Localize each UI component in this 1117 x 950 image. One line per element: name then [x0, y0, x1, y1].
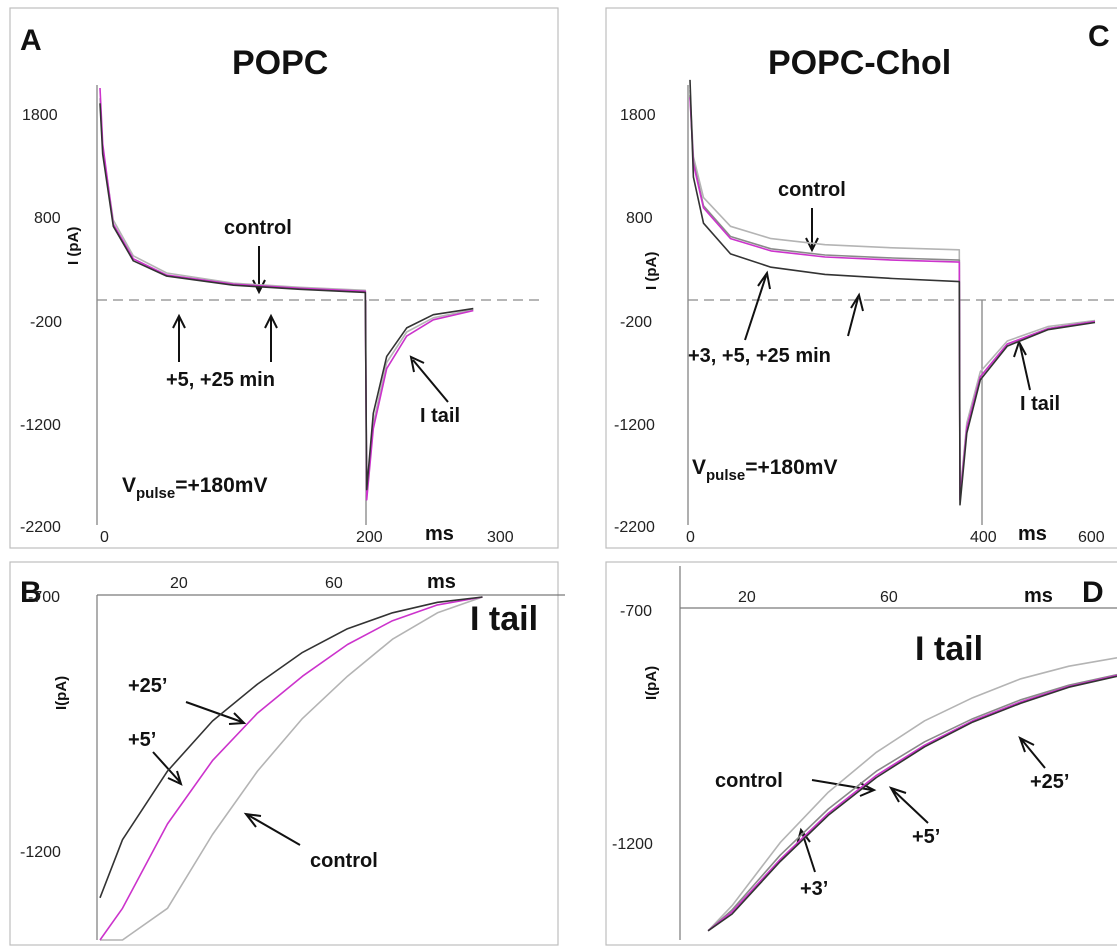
panel-c: C POPC-Chol I (pA) 1800 800 -200 -1200 -… — [614, 20, 1117, 546]
panel-c-annotation-plus3-plus5-plus25: +3, +5, +25 min — [688, 345, 831, 367]
panel-d-arrow-control — [811, 779, 877, 797]
panel-a-pulse-voltage: Vpulse=+180mV — [122, 474, 267, 502]
panel-a-ytick-minus1200: -1200 — [20, 417, 61, 434]
panel-d-arrow-plus5 — [888, 786, 929, 824]
panel-d-series-line-2 — [707, 674, 1117, 932]
panel-a-annotation-itail: I tail — [420, 405, 460, 427]
panel-a-xtick-200: 200 — [356, 529, 383, 546]
panel-d-series-line-3 — [707, 675, 1117, 932]
panel-b-traces — [99, 596, 483, 941]
panel-b-series-line-2 — [99, 596, 483, 899]
panel-c-y-label: I (pA) — [643, 252, 660, 290]
panel-b-ytick-minus700: -700 — [28, 589, 60, 606]
panel-label-b: B — [20, 576, 42, 609]
panel-c-ytick-minus200: -200 — [620, 314, 652, 331]
panel-c-ytick-minus2200: -2200 — [614, 519, 655, 536]
panel-c-ytick-1800: 1800 — [620, 107, 656, 124]
panel-a-xtick-300: 300 — [487, 529, 514, 546]
panel-d-annotation-plus3: +3’ — [800, 878, 828, 900]
panel-a-ytick-800: 800 — [34, 210, 61, 227]
panel-b-arrow-control — [243, 812, 301, 846]
panel-d-annotation-plus5: +5’ — [912, 826, 940, 848]
panel-a-arrow-itail — [409, 355, 449, 403]
panel-c-series-line-0 — [689, 90, 1096, 496]
panel-a-traces — [99, 87, 474, 501]
panel-a-xtick-0: 0 — [100, 529, 109, 546]
panel-b-series-line-1 — [99, 596, 483, 941]
panel-b-series-line-0 — [100, 596, 483, 941]
panel-c-arrow-plus25 — [847, 292, 864, 337]
panel-a-title: POPC — [232, 44, 328, 82]
panel-c-series-line-3 — [689, 79, 1096, 506]
panel-c-ytick-minus1200: -1200 — [614, 417, 655, 434]
panel-a-annotation-control: control — [224, 217, 292, 239]
panel-d-frame — [605, 561, 1117, 946]
panel-b-arrow-plus25 — [185, 701, 247, 725]
panel-c-annotation-control: control — [778, 179, 846, 201]
panel-c-frame — [605, 7, 1117, 549]
panel-c-pulse-voltage: Vpulse=+180mV — [692, 456, 837, 484]
panel-b-y-label: I(pA) — [53, 676, 70, 710]
panel-a-annotation-plus5-plus25: +5, +25 min — [166, 369, 275, 391]
panel-a-ytick-1800: 1800 — [22, 107, 58, 124]
panel-c-arrow-itail — [1013, 339, 1031, 391]
panel-d-arrow-plus25 — [1018, 735, 1046, 769]
panel-c-traces — [689, 79, 1096, 506]
panel-b-title: I tail — [470, 600, 538, 638]
panel-c-title: POPC-Chol — [768, 44, 951, 82]
panel-a-arrow-plus25 — [264, 313, 278, 362]
panel-d-xtick-60: 60 — [880, 589, 898, 606]
panel-b-annotation-control: control — [310, 850, 378, 872]
panel-b-arrow-plus5 — [152, 751, 183, 786]
panel-d-ytick-minus1200: -1200 — [612, 836, 653, 853]
panel-a-series-line-1 — [99, 87, 474, 501]
panel-a-series-line-0 — [99, 98, 474, 496]
panel-a-x-unit: ms — [425, 523, 454, 545]
panel-b-xtick-20: 20 — [170, 575, 188, 592]
panel-d: D I(pA) -700 -1200 20 60 ms I tail contr… — [612, 566, 1117, 940]
panel-b-ytick-minus1200: -1200 — [20, 844, 61, 861]
panel-label-d: D — [1082, 576, 1104, 609]
panel-b-annotation-plus5: +5’ — [128, 729, 156, 751]
panel-a: A POPC I (pA) 1800 800 -200 -1200 -2200 … — [20, 24, 545, 546]
panel-d-x-unit: ms — [1024, 585, 1053, 607]
panel-d-xtick-20: 20 — [738, 589, 756, 606]
panel-c-xtick-600: 600 — [1078, 529, 1105, 546]
panel-a-ytick-minus200: -200 — [30, 314, 62, 331]
panel-d-series-line-1 — [707, 673, 1117, 932]
panel-b-frame — [9, 561, 559, 946]
panel-b-x-unit: ms — [427, 571, 456, 593]
panel-c-arrow-plus3 — [744, 270, 771, 341]
panel-d-y-label: I(pA) — [643, 666, 660, 700]
panel-a-arrow-plus5 — [172, 313, 186, 362]
panel-c-annotation-itail: I tail — [1020, 393, 1060, 415]
panel-d-traces — [707, 657, 1117, 932]
panel-b: B I(pA) -700 -1200 20 60 ms I tail +25’ … — [20, 571, 565, 941]
panel-label-a: A — [20, 24, 42, 57]
panel-d-annotation-plus25: +25’ — [1030, 771, 1069, 793]
panel-d-annotation-control: control — [715, 770, 783, 792]
panel-label-c: C — [1088, 20, 1110, 53]
panel-c-series-line-1 — [689, 95, 1096, 501]
panel-d-series-line-0 — [707, 657, 1117, 932]
panel-b-annotation-plus25: +25’ — [128, 675, 167, 697]
panel-b-xtick-60: 60 — [325, 575, 343, 592]
panel-c-series-line-2 — [689, 97, 1096, 501]
panel-c-x-unit: ms — [1018, 523, 1047, 545]
panel-c-xtick-0: 0 — [686, 529, 695, 546]
panel-d-ytick-minus700: -700 — [620, 603, 652, 620]
panel-c-ytick-800: 800 — [626, 210, 653, 227]
panel-a-frame — [9, 7, 559, 549]
panel-c-xtick-400: 400 — [970, 529, 997, 546]
panel-a-y-label: I (pA) — [65, 227, 82, 265]
panel-a-ytick-minus2200: -2200 — [20, 519, 61, 536]
panel-a-series-line-2 — [99, 103, 474, 491]
panel-d-title: I tail — [915, 630, 983, 668]
